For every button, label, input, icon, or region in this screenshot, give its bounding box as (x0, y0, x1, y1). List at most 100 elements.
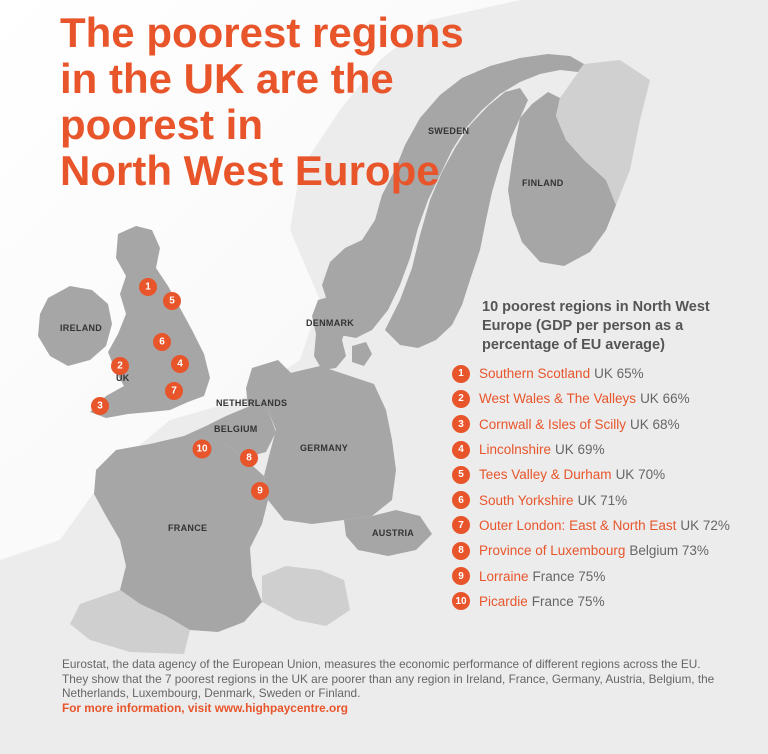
svg-text:1: 1 (145, 282, 151, 293)
more-info-link[interactable]: For more information, visit www.highpayc… (62, 700, 348, 715)
footer-text-line: They show that the 7 poorest regions in … (62, 671, 715, 686)
legend-country-stat: France 75% (532, 568, 606, 584)
legend-country-stat: UK 65% (594, 366, 644, 382)
legend-country-stat: France 75% (531, 593, 605, 609)
legend-number-badge: 3 (452, 415, 470, 434)
svg-text:10: 10 (196, 444, 208, 455)
legend-number-badge: 9 (452, 567, 470, 586)
zealand-shape (352, 342, 372, 366)
legend-number-badge: 7 (452, 516, 470, 535)
title-line: The poorest regions (60, 9, 464, 56)
legend-region-name: Lorraine (479, 568, 529, 584)
map-marker-7: 7 (165, 382, 183, 400)
denmark-shape (312, 296, 348, 370)
belgium-shape (226, 406, 276, 458)
ireland-shape (38, 286, 112, 366)
label-germany: GERMANY (300, 443, 348, 453)
italy-edge-shape (262, 566, 350, 626)
legend-item: 3 Cornwall & Isles of Scilly UK 68% (452, 412, 762, 437)
legend-heading-line: percentage of EU average) (482, 337, 665, 353)
finland-shape (508, 92, 616, 266)
label-austria: AUSTRIA (372, 528, 414, 538)
legend-item: 7 Outer London: East & North East UK 72% (452, 513, 762, 538)
legend-region-name: Picardie (479, 593, 528, 609)
norway-shape (322, 54, 584, 338)
svg-text:9: 9 (257, 486, 263, 497)
legend-region-name: Outer London: East & North East (479, 517, 677, 533)
legend-region-name: Cornwall & Isles of Scilly (479, 416, 627, 432)
svg-text:5: 5 (169, 296, 175, 307)
legend-item: 1 Southern Scotland UK 65% (452, 361, 762, 386)
map-marker-4: 4 (171, 355, 189, 373)
map-marker-9: 9 (251, 482, 269, 500)
legend-heading-line: Europe (GDP per person as a (482, 318, 684, 334)
label-netherlands: NETHERLANDS (216, 398, 287, 408)
label-denmark: DENMARK (306, 318, 354, 328)
legend-item: 2 West Wales & The Valleys UK 66% (452, 386, 762, 411)
title-line: North West Europe (60, 147, 440, 194)
footer-text-line: Eurostat, the data agency of the Europea… (62, 657, 701, 671)
page-title: The poorest regions in the UK are the po… (60, 10, 480, 194)
map-marker-1: 1 (139, 278, 157, 296)
legend-country-stat: Belgium 73% (629, 543, 709, 559)
legend-number-badge: 5 (452, 465, 470, 484)
legend-region-name: Province of Luxembourg (479, 543, 626, 559)
legend-list: 1 Southern Scotland UK 65% 2 West Wales & T… (452, 361, 762, 614)
legend-region-name: West Wales & The Valleys (479, 391, 637, 407)
legend-item: 10 Picardie France 75% (452, 589, 762, 614)
map-marker-6: 6 (153, 333, 171, 351)
label-belgium: BELGIUM (214, 424, 258, 434)
france-shape (94, 416, 268, 632)
map-marker-5: 5 (163, 292, 181, 310)
svg-text:3: 3 (97, 401, 103, 412)
label-finland: FINLAND (522, 178, 564, 188)
russia-edge-shape (556, 60, 650, 205)
legend-number-badge: 10 (452, 592, 470, 611)
title-line: poorest in (60, 101, 264, 148)
legend-item: 9 Lorraine France 75% (452, 563, 762, 588)
legend-item: 6 South Yorkshire UK 71% (452, 487, 762, 512)
legend-country-stat: UK 71% (577, 492, 628, 508)
legend-region-name: Southern Scotland (479, 366, 591, 382)
legend-country-stat: UK 69% (555, 442, 605, 458)
legend-heading: 10 poorest regions in North West Europe … (482, 298, 762, 355)
legend-heading-line: 10 poorest regions in North West (482, 299, 710, 315)
legend-country-stat: UK 70% (615, 467, 666, 483)
legend-country-stat: UK 66% (640, 391, 690, 407)
map-marker-10: 10 (192, 439, 212, 459)
label-sweden: SWEDEN (428, 126, 469, 136)
netherlands-shape (246, 360, 292, 410)
legend-number-badge: 6 (452, 491, 470, 510)
footer-note: Eurostat, the data agency of the Europea… (62, 657, 762, 715)
svg-text:6: 6 (159, 337, 165, 348)
map-marker-8: 8 (240, 449, 258, 467)
legend-region-name: Tees Valley & Durham (479, 467, 612, 483)
title-line: in the UK are the (60, 55, 394, 102)
svg-text:2: 2 (117, 361, 123, 372)
legend-item: 4 Lincolnshire UK 69% (452, 437, 762, 462)
svg-text:7: 7 (171, 386, 177, 397)
legend-region-name: Lincolnshire (479, 442, 552, 458)
legend-number-badge: 8 (452, 541, 470, 560)
austria-shape (344, 510, 432, 556)
map-marker-3: 3 (91, 397, 109, 415)
label-uk: UK (116, 373, 130, 383)
legend-number-badge: 1 (452, 364, 470, 383)
legend-region-name: South Yorkshire (479, 492, 574, 508)
legend-number-badge: 4 (452, 440, 470, 459)
sweden-shape (385, 88, 528, 348)
map-marker-2: 2 (111, 357, 129, 375)
legend-country-stat: UK 68% (630, 416, 680, 432)
svg-text:8: 8 (246, 453, 252, 464)
footer-text-line: Netherlands, Luxembourg, Denmark, Sweden… (62, 686, 361, 700)
legend-item: 5 Tees Valley & Durham UK 70% (452, 462, 762, 487)
label-france: FRANCE (168, 523, 207, 533)
germany-shape (264, 366, 396, 524)
label-ireland: IRELAND (60, 323, 102, 333)
spain-edge-shape (70, 590, 190, 654)
legend-item: 8 Province of Luxembourg Belgium 73% (452, 538, 762, 563)
legend-country-stat: UK 72% (680, 517, 730, 533)
legend: 10 poorest regions in North West Europe … (452, 298, 762, 614)
svg-text:4: 4 (177, 359, 183, 370)
